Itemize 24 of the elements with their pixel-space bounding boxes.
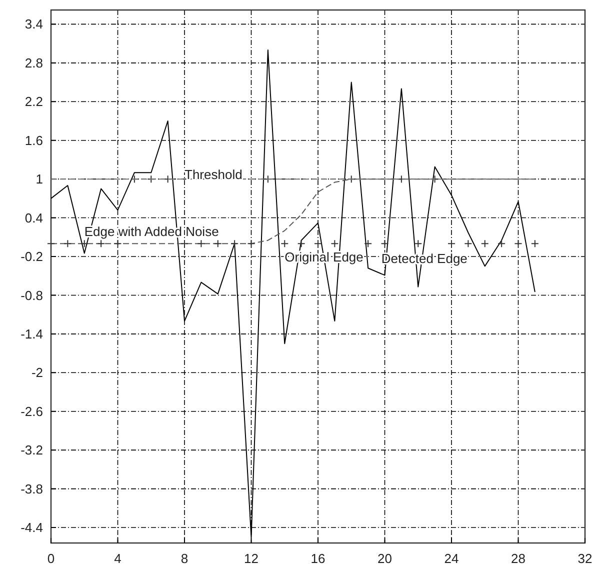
y-tick-label: 2.2 (24, 94, 43, 110)
y-tick-label: -2.6 (20, 404, 43, 419)
y-tick-label: 0.4 (24, 210, 43, 226)
annotation: Threshold (184, 167, 242, 182)
x-tick-label: 28 (511, 551, 526, 566)
x-tick-label: 12 (244, 551, 258, 566)
y-tick-label: 3.4 (24, 16, 43, 32)
x-tick-label: 0 (47, 551, 55, 566)
y-tick-label: -3.8 (20, 481, 43, 496)
y-tick-label: 1 (36, 172, 43, 187)
x-tick-label: 16 (310, 551, 326, 566)
x-tick-label: 24 (444, 551, 459, 566)
y-tick-label: 1.6 (24, 132, 43, 148)
y-tick-label: 2.8 (24, 55, 43, 70)
y-tick-label: -1.4 (20, 326, 43, 342)
y-tick-label: -4.4 (20, 520, 43, 536)
y-tick-label: -0.2 (20, 249, 43, 264)
x-tick-label: 4 (114, 551, 122, 566)
y-tick-label: -0.8 (20, 288, 43, 303)
x-tick-label: 20 (378, 551, 392, 566)
y-tick-label: -3.2 (20, 442, 43, 458)
x-tick-label: 32 (578, 551, 592, 566)
y-tick-label: -2 (31, 365, 43, 380)
x-tick-label: 8 (180, 551, 188, 566)
